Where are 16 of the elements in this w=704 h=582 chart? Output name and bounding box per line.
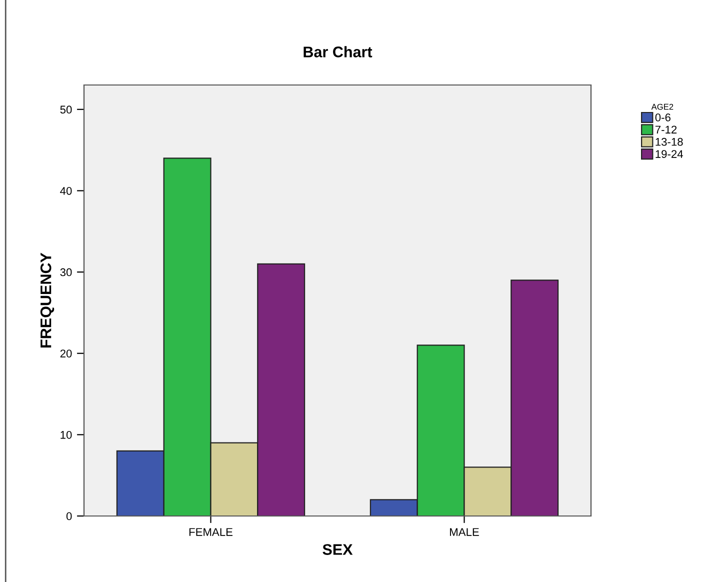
legend-label: 13-18 (656, 138, 683, 146)
legend-title: AGE2 (651, 104, 674, 110)
y-tick-label: 0 (66, 512, 72, 520)
y-axis-title: FREQUENCY (40, 252, 54, 348)
y-tick-label: 40 (60, 186, 72, 195)
legend-label: 0-6 (655, 114, 670, 122)
y-tick-label: 20 (60, 350, 72, 358)
y-tick-label: 50 (60, 106, 72, 114)
legend-label: 19-24 (656, 150, 683, 158)
y-tick-label: 30 (60, 268, 72, 276)
y-tick-label: 10 (60, 430, 72, 439)
x-axis-title: SEX (322, 544, 353, 555)
legend-label: 7-12 (655, 126, 677, 134)
x-tick-label: MALE (450, 528, 479, 536)
x-tick-label: FEMALE (189, 528, 232, 536)
chart-title: Bar Chart (304, 46, 372, 58)
